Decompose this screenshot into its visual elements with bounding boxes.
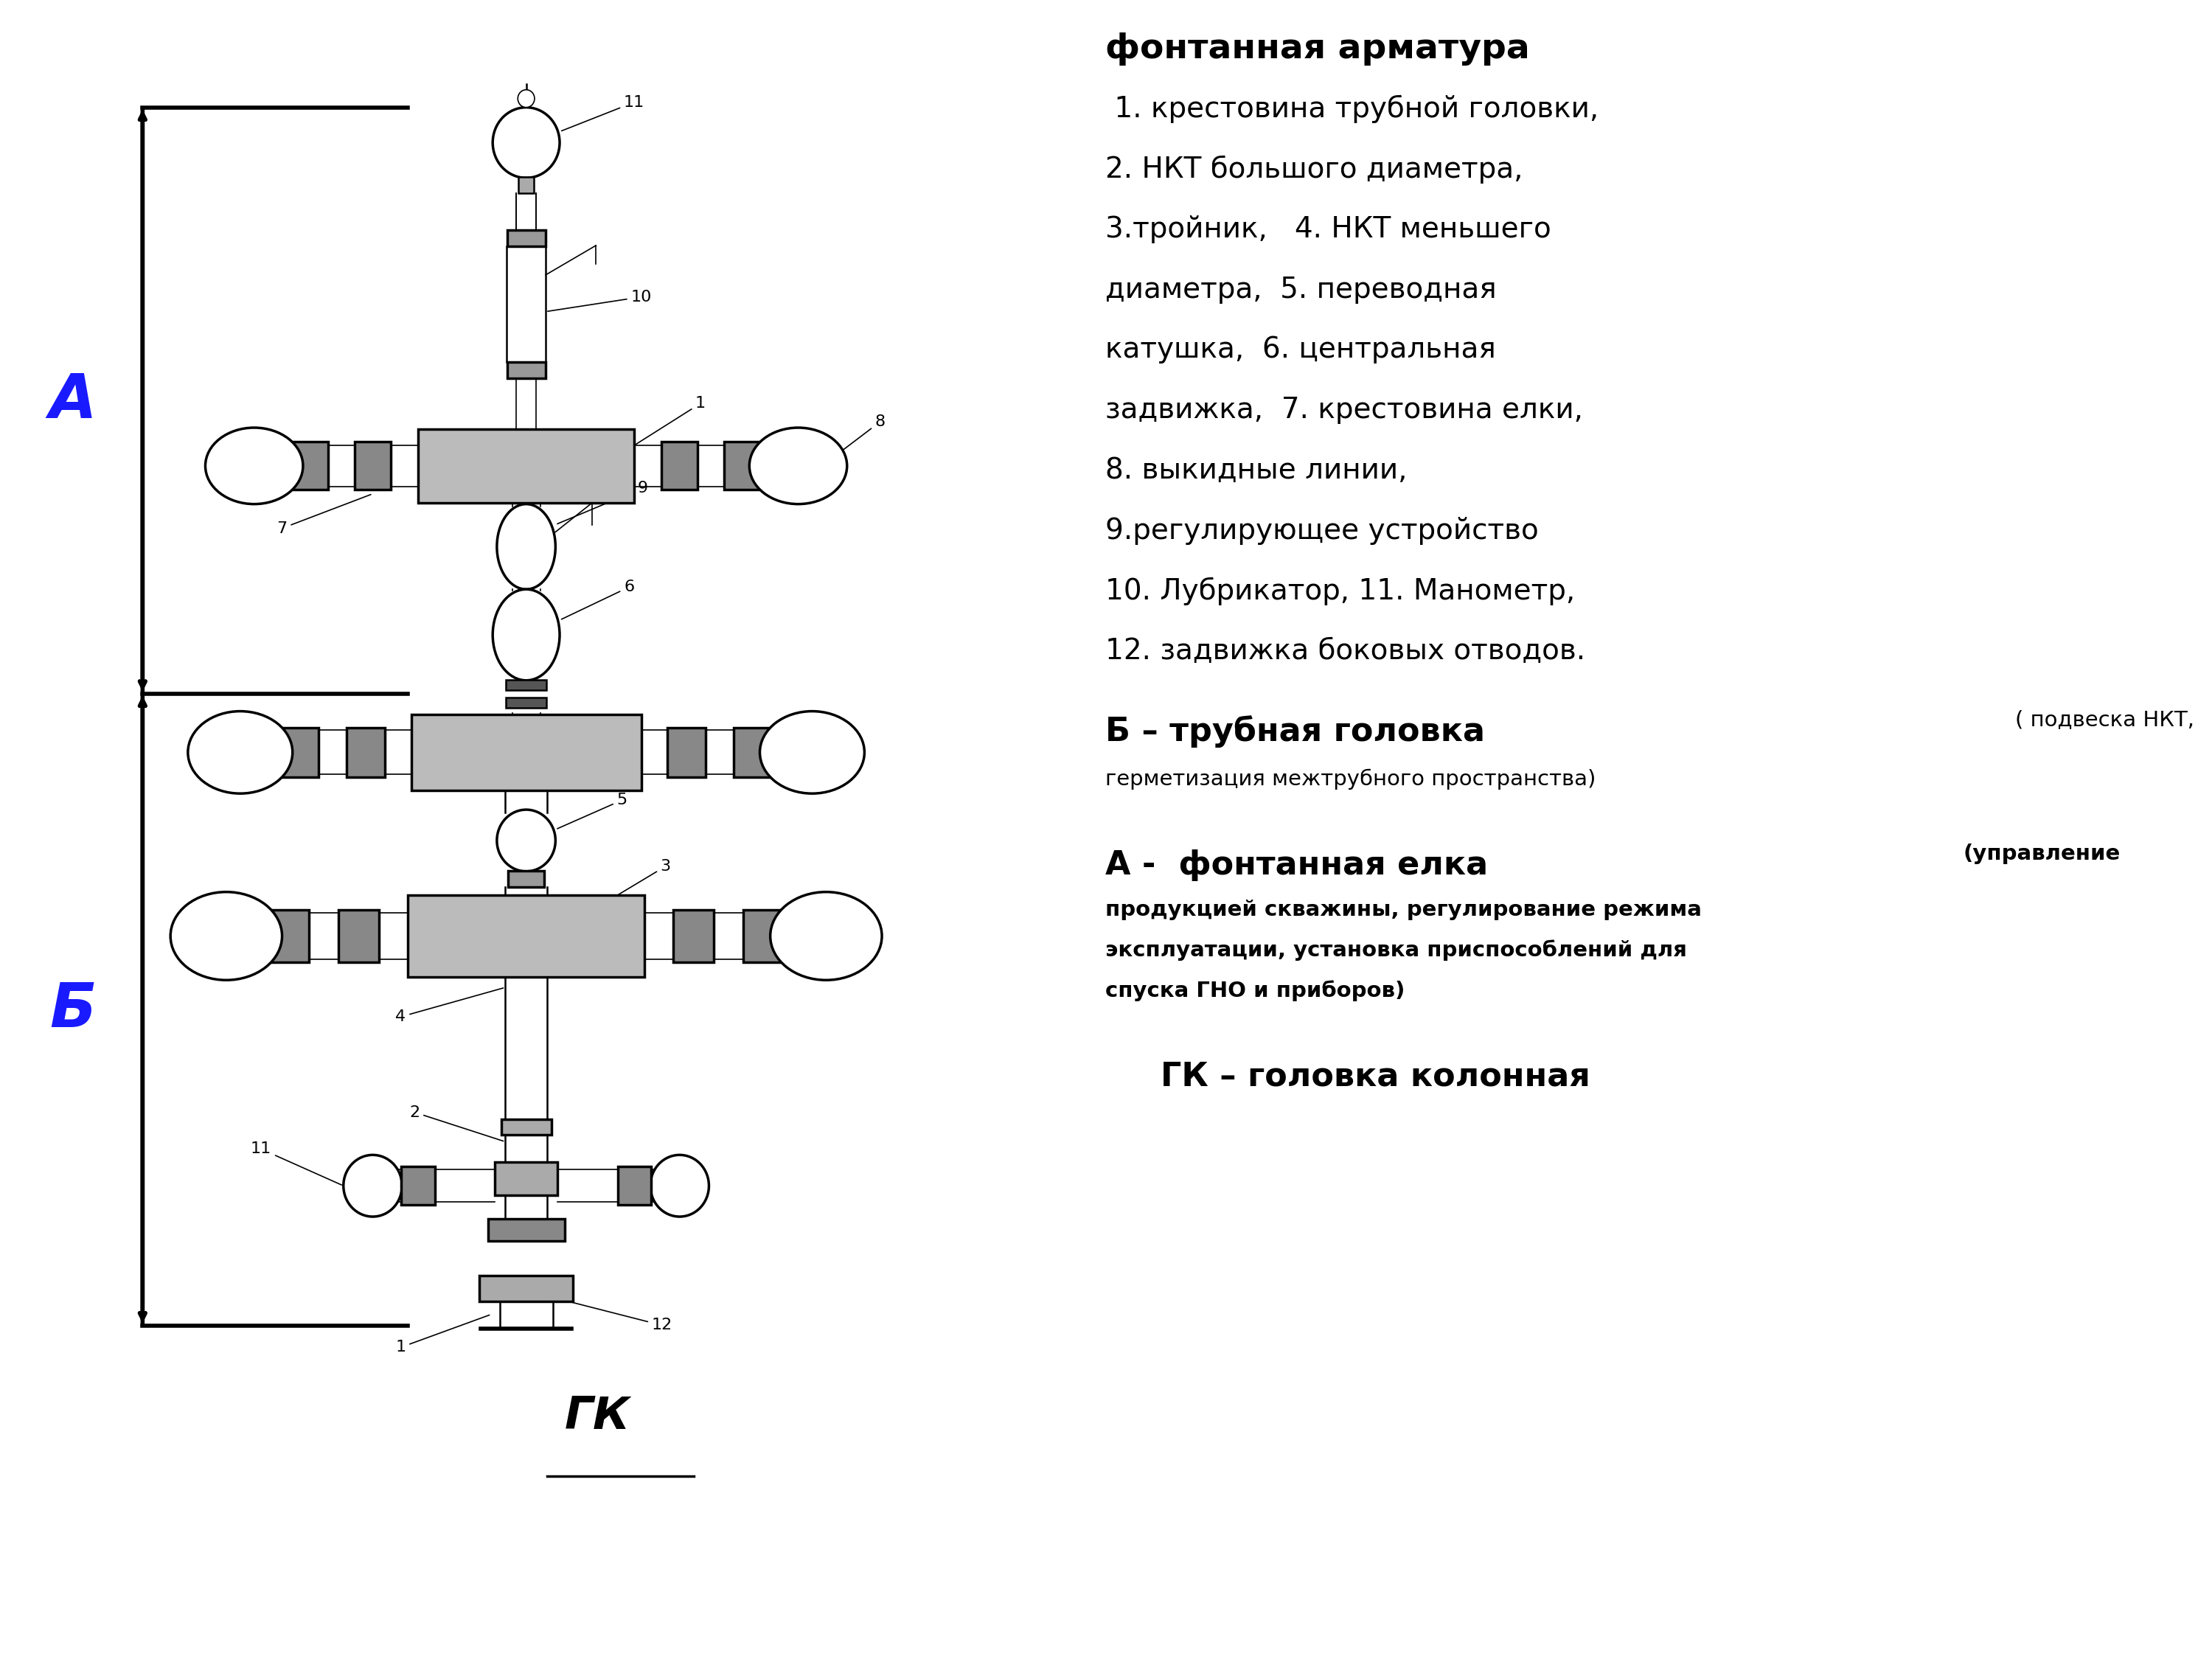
- Circle shape: [518, 90, 535, 108]
- Bar: [418, 430, 635, 503]
- Ellipse shape: [750, 428, 847, 504]
- Bar: [354, 441, 392, 489]
- Circle shape: [343, 1155, 403, 1216]
- Bar: [407, 894, 644, 977]
- Circle shape: [650, 1155, 708, 1216]
- Bar: [672, 909, 714, 962]
- Bar: [411, 713, 641, 791]
- Bar: [292, 441, 327, 489]
- Text: 11: 11: [250, 1141, 341, 1185]
- Text: 1: 1: [396, 1316, 489, 1355]
- Text: диаметра,  5. переводная: диаметра, 5. переводная: [1106, 275, 1495, 304]
- Text: (управление: (управление: [1962, 843, 2119, 864]
- Text: 1. крестовина трубной головки,: 1. крестовина трубной головки,: [1106, 95, 1599, 123]
- Bar: [480, 1276, 573, 1301]
- Text: Б – трубная головка: Б – трубная головка: [1106, 715, 1484, 748]
- Bar: [502, 1118, 551, 1135]
- Bar: [495, 1161, 557, 1194]
- Text: 9.регулирующее устройство: 9.регулирующее устройство: [1106, 516, 1537, 544]
- Text: 4: 4: [396, 989, 504, 1024]
- Text: 10. Лубрикатор, 11. Манометр,: 10. Лубрикатор, 11. Манометр,: [1106, 577, 1575, 606]
- Ellipse shape: [498, 810, 555, 871]
- Text: герметизация межтрубного пространства): герметизация межтрубного пространства): [1106, 768, 1595, 790]
- Text: 9: 9: [557, 481, 648, 524]
- Text: ГК – головка колонная: ГК – головка колонная: [1161, 1060, 1590, 1093]
- Bar: [668, 727, 706, 778]
- Text: продукцией скважины, регулирование режима: продукцией скважины, регулирование режим…: [1106, 899, 1701, 921]
- Text: 3.тройник,   4. НКТ меньшего: 3.тройник, 4. НКТ меньшего: [1106, 216, 1551, 244]
- Text: 12. задвижка боковых отводов.: 12. задвижка боковых отводов.: [1106, 637, 1586, 665]
- Text: 3: 3: [597, 859, 670, 907]
- Bar: [281, 727, 319, 778]
- Text: фонтанная арматура: фонтанная арматура: [1106, 33, 1528, 66]
- Ellipse shape: [493, 589, 560, 680]
- Ellipse shape: [206, 428, 303, 504]
- Text: ( подвеска НКТ,: ( подвеска НКТ,: [2015, 710, 2194, 730]
- Bar: [743, 909, 783, 962]
- Text: А -  фонтанная елка: А - фонтанная елка: [1106, 849, 1489, 881]
- Text: ГК: ГК: [564, 1395, 630, 1438]
- Text: 10: 10: [549, 290, 653, 312]
- Text: 5: 5: [557, 793, 628, 830]
- Bar: [338, 909, 378, 962]
- Bar: [507, 680, 546, 690]
- Bar: [400, 1166, 436, 1204]
- Bar: [347, 727, 385, 778]
- Text: 6: 6: [562, 579, 635, 619]
- Text: Б: Б: [49, 979, 97, 1039]
- Bar: [504, 615, 546, 654]
- Text: 2. НКТ большого диаметра,: 2. НКТ большого диаметра,: [1106, 156, 1522, 184]
- Circle shape: [493, 108, 560, 178]
- Text: 2: 2: [409, 1105, 504, 1141]
- Text: 8: 8: [838, 415, 885, 453]
- Ellipse shape: [188, 712, 292, 793]
- Text: спуска ГНО и приборов): спуска ГНО и приборов): [1106, 980, 1405, 1002]
- Text: 1: 1: [637, 397, 706, 445]
- Bar: [489, 1219, 564, 1241]
- Ellipse shape: [761, 712, 865, 793]
- Bar: [509, 871, 544, 888]
- Bar: [518, 178, 533, 194]
- Text: 12: 12: [549, 1296, 672, 1332]
- Text: 8. выкидные линии,: 8. выкидные линии,: [1106, 456, 1407, 484]
- Bar: [734, 727, 772, 778]
- Text: А: А: [49, 370, 97, 430]
- Bar: [507, 362, 546, 378]
- Ellipse shape: [770, 893, 883, 980]
- Text: эксплуатации, установка приспособлений для: эксплуатации, установка приспособлений д…: [1106, 939, 1688, 961]
- Text: катушка,  6. центральная: катушка, 6. центральная: [1106, 335, 1495, 363]
- Bar: [507, 231, 546, 246]
- Text: 11: 11: [562, 95, 644, 131]
- Bar: [270, 909, 310, 962]
- Bar: [507, 697, 546, 707]
- Text: задвижка,  7. крестовина елки,: задвижка, 7. крестовина елки,: [1106, 397, 1584, 425]
- Ellipse shape: [498, 504, 555, 589]
- Bar: [617, 1166, 650, 1204]
- Bar: [661, 441, 697, 489]
- Text: 7: 7: [276, 494, 372, 536]
- Ellipse shape: [170, 893, 283, 980]
- Bar: [723, 441, 761, 489]
